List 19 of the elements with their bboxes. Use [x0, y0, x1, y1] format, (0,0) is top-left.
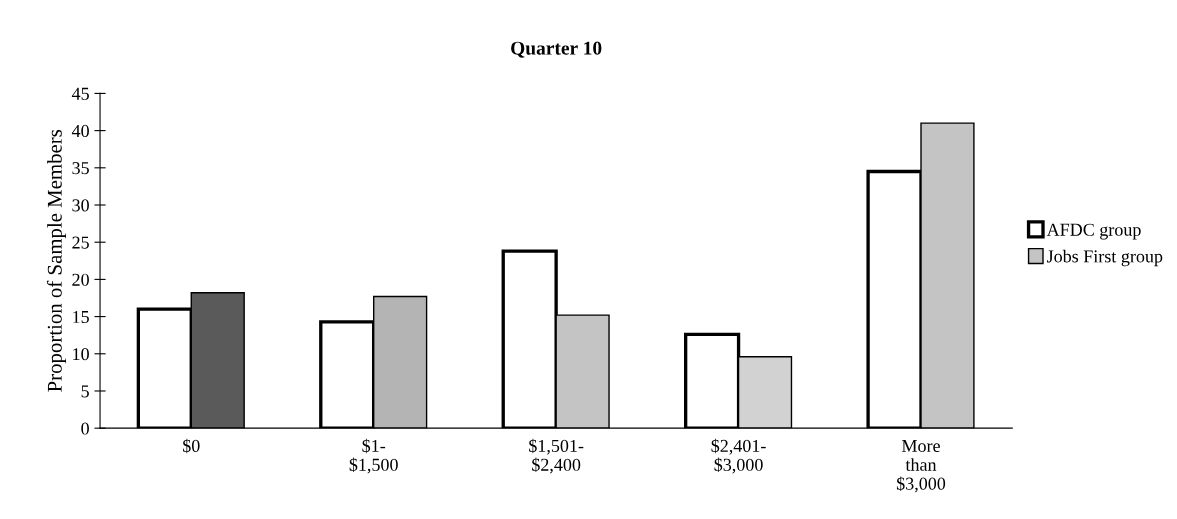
y-tick-label: 25: [72, 236, 89, 249]
y-tick-label: 5: [81, 385, 89, 398]
y-tick-label: 35: [72, 162, 89, 175]
legend-label: Jobs First group: [1047, 249, 1163, 267]
legend-label: AFDC group: [1046, 223, 1141, 240]
y-tick-label: 0: [81, 422, 89, 435]
y-tick-label: 15: [73, 310, 89, 324]
y-tick-label: 45: [71, 87, 89, 100]
x-tick-label: $1,501- $2,400: [529, 438, 584, 474]
y-tick-label: 30: [72, 199, 89, 212]
y-tick-label: 20: [72, 273, 89, 286]
x-tick-label: More than $3,000: [896, 439, 946, 493]
x-tick-label: $2,401- $3,000: [711, 438, 766, 474]
x-tick-label: $1- $1,500: [349, 438, 398, 474]
y-axis-title: Proportion of Sample Members: [46, 129, 67, 392]
y-tick-label: 10: [73, 348, 89, 361]
y-tick-label: 40: [71, 124, 89, 138]
x-tick-label: $0: [183, 438, 200, 454]
chart-title: Quarter 10: [511, 41, 602, 58]
